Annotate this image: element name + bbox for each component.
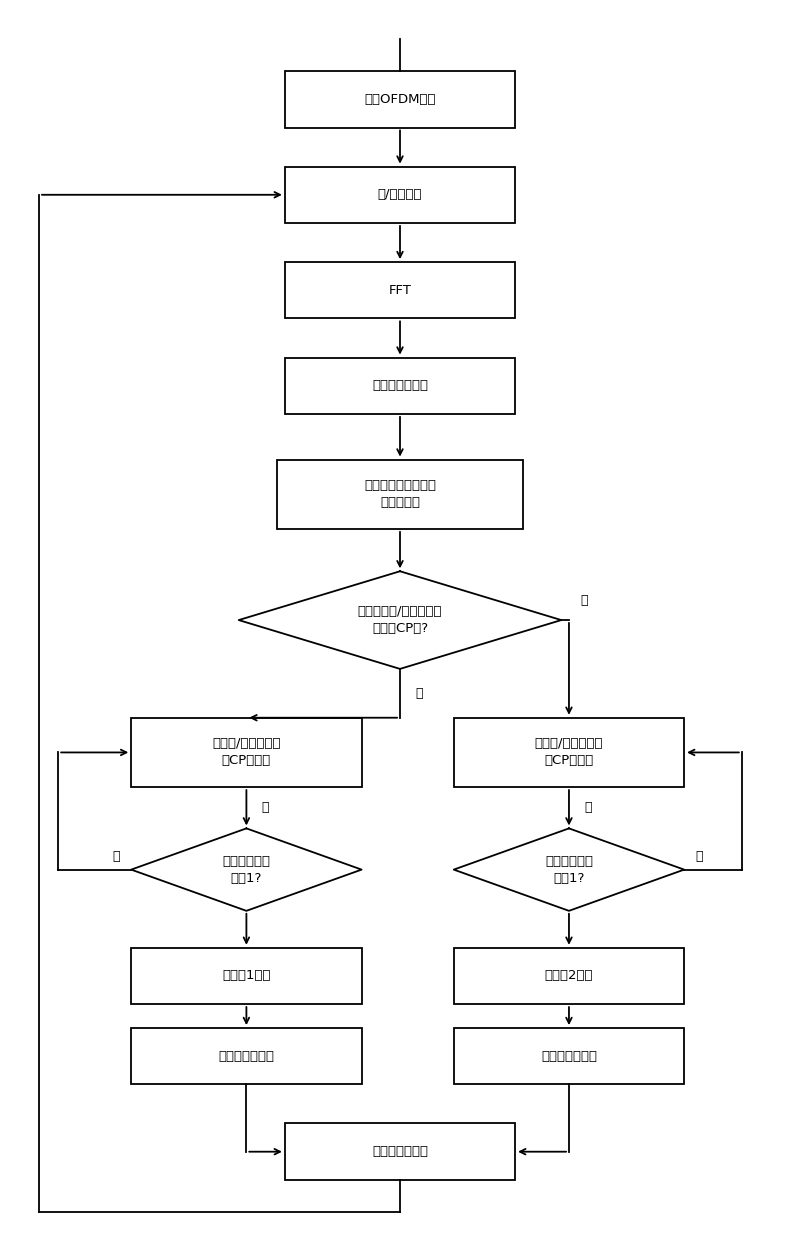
Polygon shape	[454, 828, 684, 911]
Bar	[285, 1123, 515, 1180]
Text: 计数器2清零: 计数器2清零	[545, 970, 594, 982]
Bar	[454, 718, 684, 787]
Text: 计数器1清零: 计数器1清零	[222, 970, 270, 982]
Text: 减少时间提前量: 减少时间提前量	[218, 1050, 274, 1062]
Bar	[285, 166, 515, 223]
Text: 计算相邻子载波间的
平均相位差: 计算相邻子载波间的 平均相位差	[364, 479, 436, 509]
Text: 当前帧/符号定时处
在CP内计数: 当前帧/符号定时处 在CP内计数	[212, 737, 281, 767]
Bar	[285, 358, 515, 414]
Text: 是否超过预设
阈值1?: 是否超过预设 阈值1?	[545, 854, 593, 884]
Bar	[454, 948, 684, 1005]
Polygon shape	[238, 572, 562, 669]
Text: 当前帧/符号定时不
在CP内计数: 当前帧/符号定时不 在CP内计数	[534, 737, 603, 767]
Bar	[277, 459, 523, 529]
Bar	[131, 948, 362, 1005]
Bar	[454, 1028, 684, 1085]
Text: 判定当前帧/符号定时是
否处在CP内?: 判定当前帧/符号定时是 否处在CP内?	[358, 605, 442, 636]
Text: 是: 是	[262, 802, 270, 814]
Text: 帧/符号同步: 帧/符号同步	[378, 189, 422, 201]
Text: FFT: FFT	[389, 284, 411, 296]
Bar	[285, 261, 515, 319]
Text: 是否超过预设
阈值1?: 是否超过预设 阈值1?	[222, 854, 270, 884]
Text: 接收OFDM信号: 接收OFDM信号	[364, 93, 436, 106]
Text: 否: 否	[112, 851, 120, 863]
Bar	[285, 71, 515, 128]
Text: 信道估计和均衡: 信道估计和均衡	[372, 379, 428, 393]
Bar	[131, 718, 362, 787]
Polygon shape	[131, 828, 362, 911]
Text: 增大时间提前量: 增大时间提前量	[541, 1050, 597, 1062]
Text: 否: 否	[581, 594, 588, 607]
Text: 是: 是	[415, 687, 423, 699]
Bar	[131, 1028, 362, 1085]
Text: 是: 是	[584, 802, 592, 814]
Text: 时间提前量调整: 时间提前量调整	[372, 1145, 428, 1158]
Text: 否: 否	[696, 851, 703, 863]
